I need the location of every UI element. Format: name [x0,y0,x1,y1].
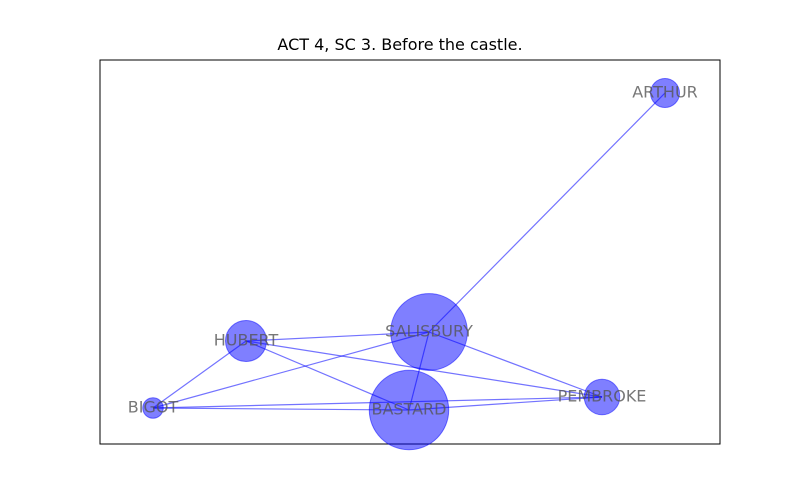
node-label-hubert: HUBERT [214,331,279,350]
node-arthur [650,78,680,108]
node-label-salisbury: SALISBURY [385,322,473,341]
label-layer: ARTHUR SALISBURY HUBERT PEMBROKE BIGOT BASTAR… [128,83,698,419]
node-label-pembroke: PEMBROKE [558,387,647,406]
node-pembroke [583,378,621,416]
node-hubert [224,319,268,363]
edge-arthur-salisbury [428,92,666,333]
node-salisbury [390,293,468,371]
node-label-bigot: BIGOT [128,398,179,417]
node-label-arthur: ARTHUR [632,83,698,102]
node-layer [142,78,680,451]
edge-salisbury-bigot [152,331,430,409]
edge-bigot-bastard [152,407,410,411]
node-bigot [142,397,164,419]
diagram-title: ACT 4, SC 3. Before the castle. [277,35,523,54]
node-label-bastard: BASTARD [372,400,447,419]
node-bastard [368,369,450,451]
